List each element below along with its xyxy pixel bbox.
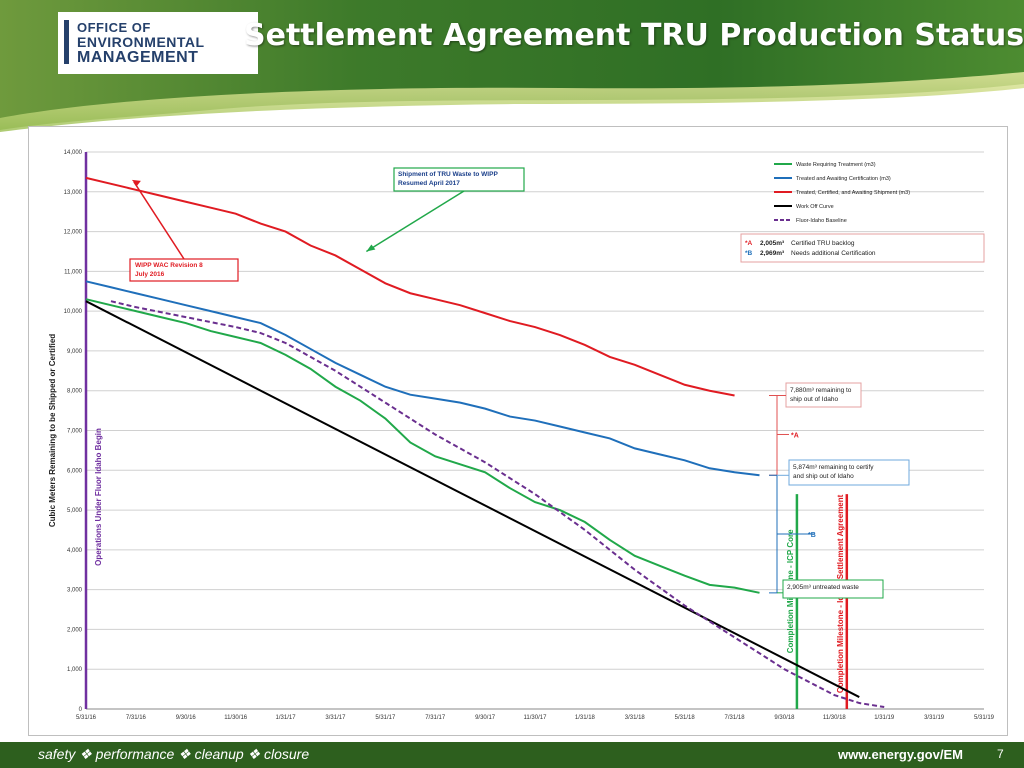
logo-line-1: OFFICE OF bbox=[77, 20, 151, 35]
x-tick-label: 1/31/19 bbox=[874, 715, 895, 721]
legend-label: Fluor-Idaho Baseline bbox=[796, 218, 847, 224]
x-tick-label: 3/31/19 bbox=[924, 715, 945, 721]
header-background bbox=[0, 0, 1024, 132]
y-tick-label: 8,000 bbox=[67, 389, 83, 395]
legend-label: Work Off Curve bbox=[796, 204, 834, 210]
marker-b: *B bbox=[808, 532, 816, 539]
ship-remaining-box bbox=[785, 382, 862, 408]
wac-callout-text: July 2016 bbox=[135, 271, 165, 278]
y-tick-label: 3,000 bbox=[67, 588, 83, 594]
x-tick-label: 1/31/17 bbox=[276, 715, 297, 721]
legend-label: Waste Requiring Treatment (m3) bbox=[796, 162, 876, 168]
chart-frame: 0 1,000 2,000 3,000 4,000 5,000 6,000 7,000 8,00… bbox=[28, 126, 1008, 736]
shipment-arrow bbox=[365, 190, 465, 253]
footer-tagline: safety ❖ performance ❖ cleanup ❖ closure bbox=[38, 746, 310, 762]
page-number: 7 bbox=[997, 747, 1004, 761]
bracket-b bbox=[769, 474, 778, 594]
certify-remaining-box bbox=[788, 459, 910, 486]
x-tick-label: 9/30/18 bbox=[774, 715, 795, 721]
backlog-marker: *A bbox=[745, 240, 753, 247]
y-tick-label: 12,000 bbox=[64, 230, 83, 236]
y-tick-label: 9,000 bbox=[67, 349, 83, 355]
untreated-remaining-text: 2,905m³ untreated waste bbox=[787, 584, 859, 591]
x-tick-label: 5/31/17 bbox=[375, 715, 396, 721]
ship-remaining-text: ship out of Idaho bbox=[790, 396, 838, 403]
y-tick-label: 5,000 bbox=[67, 508, 83, 514]
y-tick-label: 4,000 bbox=[67, 548, 83, 554]
x-tick-label: 7/31/16 bbox=[126, 715, 147, 721]
y-tick-label: 11,000 bbox=[64, 269, 83, 275]
backlog-text: Certified TRU backlog bbox=[791, 240, 855, 247]
page-title: Settlement Agreement TRU Production Stat… bbox=[244, 18, 1024, 53]
line-chart: 0 1,000 2,000 3,000 4,000 5,000 6,000 7,000 8,00… bbox=[48, 150, 995, 721]
x-tick-label: 5/31/19 bbox=[974, 715, 995, 721]
logo-line-2: ENVIRONMENTAL bbox=[77, 34, 205, 50]
x-tick-label: 7/31/18 bbox=[725, 715, 746, 721]
certify-remaining-text: and ship out of Idaho bbox=[793, 473, 854, 480]
y-tick-label: 13,000 bbox=[64, 190, 83, 196]
shipment-callout-box bbox=[393, 167, 525, 192]
wac-callout-text: WIPP WAC Revision 8 bbox=[135, 262, 203, 269]
y-tick-label: 1,000 bbox=[67, 667, 83, 673]
x-tick-label: 5/31/16 bbox=[76, 715, 97, 721]
untreated-remaining-box bbox=[782, 579, 884, 599]
y-tick-label: 0 bbox=[79, 707, 83, 713]
backlog-value: 2,005m³ bbox=[760, 240, 785, 247]
marker-a: *A bbox=[791, 432, 799, 439]
backlog-text: Needs additional Certification bbox=[791, 250, 876, 257]
operations-start-label: Operations Under Fluor Idaho Begin bbox=[94, 428, 103, 566]
x-tick-label: 3/31/18 bbox=[625, 715, 646, 721]
x-tick-label: 11/30/16 bbox=[224, 715, 248, 721]
y-tick-label: 10,000 bbox=[64, 309, 83, 315]
footer-bar: safety ❖ performance ❖ cleanup ❖ closure… bbox=[0, 742, 1024, 768]
backlog-marker: *B bbox=[745, 250, 753, 257]
y-tick-label: 2,000 bbox=[67, 627, 83, 633]
ship-remaining-text: 7,880m³ remaining to bbox=[790, 387, 852, 394]
x-tick-label: 7/31/17 bbox=[425, 715, 446, 721]
series-line-0 bbox=[85, 298, 760, 594]
y-tick-label: 7,000 bbox=[67, 429, 83, 435]
certify-remaining-text: 5,874m³ remaining to certify bbox=[793, 464, 874, 471]
backlog-box bbox=[740, 233, 985, 263]
logo-bar-icon bbox=[64, 20, 69, 64]
legend-label: Treated, Certified, and Awaiting Shipmen… bbox=[796, 190, 910, 196]
series-line-4 bbox=[110, 300, 885, 708]
series-line-1 bbox=[85, 280, 760, 477]
backlog-value: 2,969m³ bbox=[760, 250, 785, 257]
x-tick-label: 1/31/18 bbox=[575, 715, 596, 721]
y-axis-title: Cubic Meters Remaining to be Shipped or … bbox=[48, 334, 57, 527]
y-tick-label: 6,000 bbox=[67, 468, 83, 474]
header-banner: OFFICE OF ENVIRONMENTAL MANAGEMENT Settl… bbox=[0, 0, 1024, 132]
shipment-callout-text: Resumed April 2017 bbox=[398, 180, 460, 187]
series-line-2 bbox=[85, 176, 735, 397]
x-tick-label: 9/30/16 bbox=[176, 715, 197, 721]
x-tick-label: 5/31/18 bbox=[675, 715, 696, 721]
series-line-3 bbox=[85, 300, 860, 698]
x-tick-label: 11/30/17 bbox=[524, 715, 548, 721]
wac-arrow bbox=[133, 181, 185, 260]
x-tick-label: 9/30/17 bbox=[475, 715, 496, 721]
footer-url[interactable]: www.energy.gov/EM bbox=[838, 747, 963, 762]
y-tick-label: 14,000 bbox=[64, 150, 83, 156]
x-tick-label: 3/31/17 bbox=[325, 715, 346, 721]
bracket-a bbox=[769, 394, 778, 476]
legend-label: Treated and Awaiting Certification (m3) bbox=[796, 176, 891, 182]
wac-arrowhead bbox=[131, 179, 141, 186]
shipment-arrowhead bbox=[366, 244, 376, 252]
shipment-callout-text: Shipment of TRU Waste to WIPP bbox=[398, 171, 498, 178]
logo-line-3: MANAGEMENT bbox=[77, 49, 199, 66]
x-tick-label: 11/30/18 bbox=[823, 715, 847, 721]
